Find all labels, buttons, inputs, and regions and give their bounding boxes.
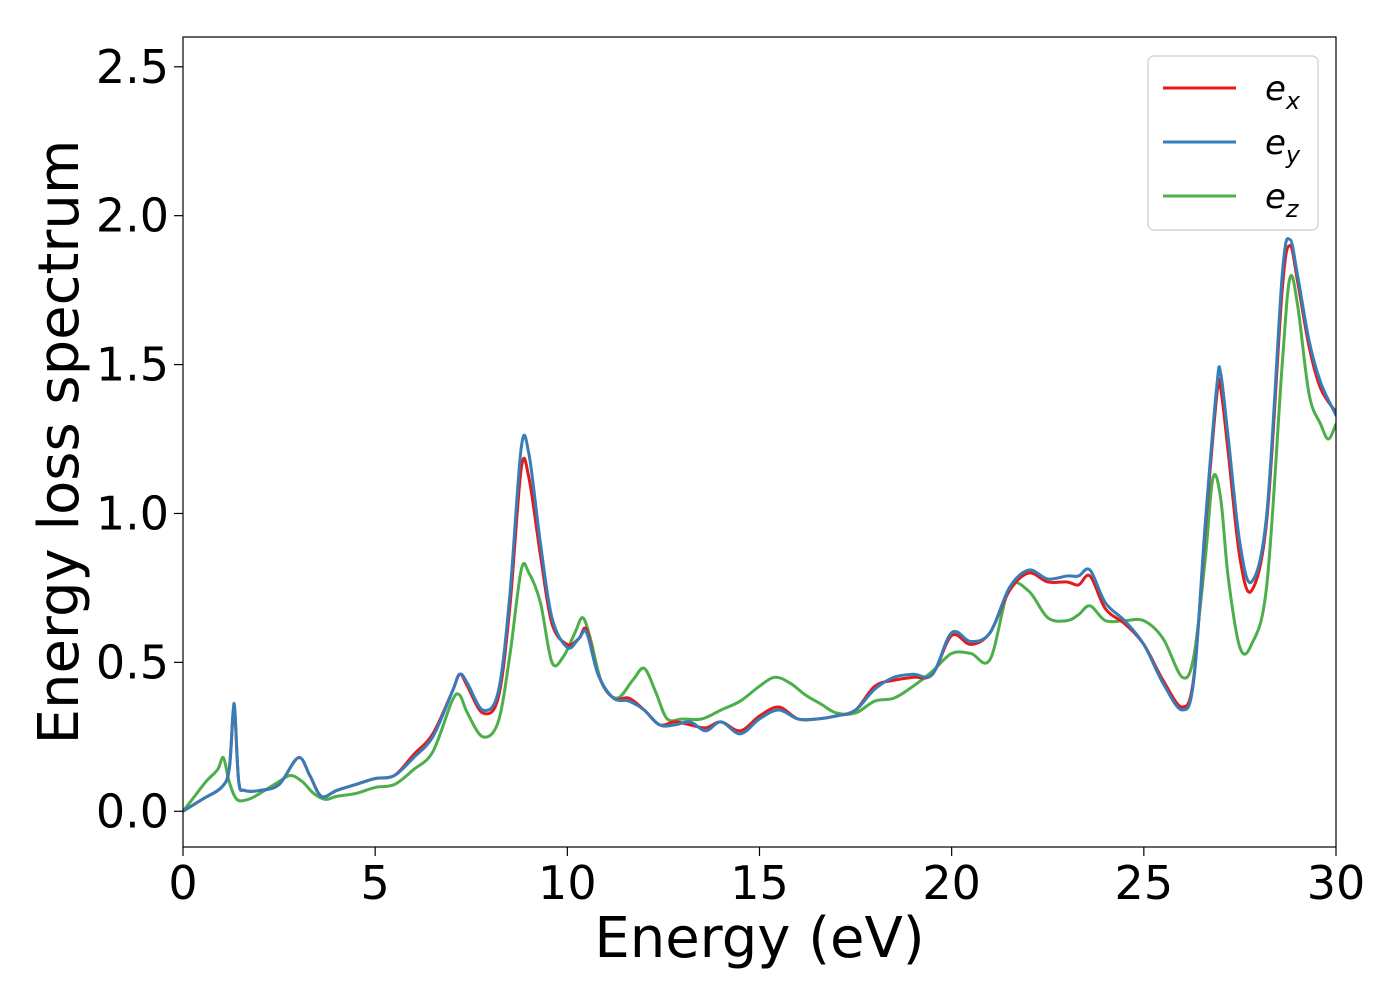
y-tick-label: 1.0: [96, 486, 169, 540]
y-tick-label: 0.0: [96, 784, 169, 838]
y-axis-label: Energy loss spectrum: [27, 140, 92, 745]
series-line-ey: [183, 237, 1336, 813]
x-axis-label: Energy (eV): [594, 906, 924, 971]
y-axis: 0.0 0.5 1.0 1.5 2.0 2.5: [96, 40, 183, 838]
legend-label-ez: ez: [1265, 177, 1300, 223]
legend-label-ex: ex: [1265, 69, 1301, 115]
y-tick-label: 2.0: [96, 189, 169, 243]
x-axis: 0 5 10 15 20 25 30: [168, 847, 1365, 910]
y-tick-label: 0.5: [96, 635, 169, 689]
x-tick-label: 5: [361, 856, 390, 910]
x-tick-label: 25: [1115, 856, 1174, 910]
y-tick-label: 1.5: [96, 338, 169, 392]
x-tick-label: 15: [730, 856, 789, 910]
x-tick-label: 20: [922, 856, 981, 910]
series-line-ez: [183, 273, 1336, 813]
plot-area: [183, 237, 1336, 813]
legend-label-ey: ey: [1265, 123, 1301, 169]
y-tick-label: 2.5: [96, 40, 169, 94]
x-tick-label: 30: [1307, 856, 1366, 910]
x-tick-label: 0: [168, 856, 197, 910]
legend: ex ey ez: [1147, 55, 1319, 231]
x-tick-label: 10: [538, 856, 597, 910]
